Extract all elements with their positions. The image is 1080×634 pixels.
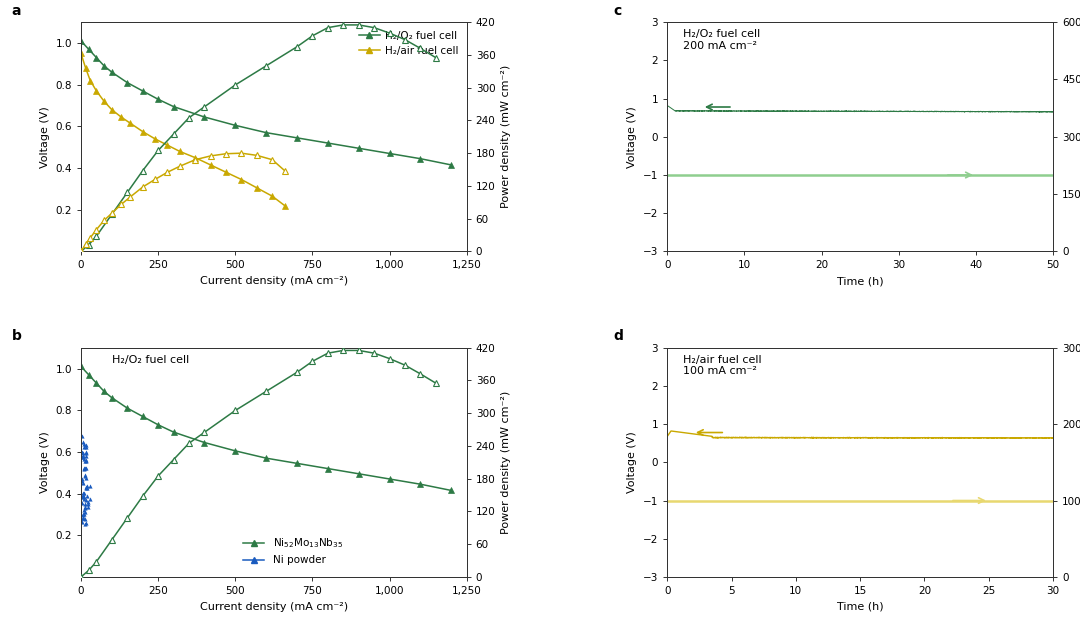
Point <box>78 491 95 501</box>
Text: a: a <box>12 4 22 18</box>
Point <box>75 513 92 523</box>
Point <box>77 517 94 527</box>
Point <box>76 502 93 512</box>
Legend: Ni$_{52}$Mo$_{13}$Nb$_{35}$, Ni powder: Ni$_{52}$Mo$_{13}$Nb$_{35}$, Ni powder <box>240 532 347 569</box>
Text: H₂/O₂ fuel cell
200 mA cm⁻²: H₂/O₂ fuel cell 200 mA cm⁻² <box>683 29 760 51</box>
Y-axis label: Voltage (V): Voltage (V) <box>40 432 50 493</box>
Point <box>75 451 92 461</box>
Point <box>73 517 91 527</box>
Point <box>76 439 93 449</box>
Point <box>76 503 93 513</box>
Point <box>78 448 95 458</box>
Point <box>78 481 95 491</box>
Point <box>78 451 95 461</box>
Point <box>76 509 93 519</box>
Point <box>73 474 91 484</box>
Point <box>77 440 94 450</box>
Point <box>75 509 92 519</box>
Point <box>75 490 92 500</box>
Point <box>75 452 92 462</box>
Y-axis label: Voltage (V): Voltage (V) <box>627 106 637 167</box>
Point <box>78 473 95 483</box>
Point <box>73 492 91 502</box>
Y-axis label: Power density (mW cm⁻²): Power density (mW cm⁻²) <box>501 65 511 209</box>
Point <box>73 431 91 441</box>
Point <box>78 442 95 452</box>
Point <box>78 448 95 458</box>
Y-axis label: Voltage (V): Voltage (V) <box>627 432 637 493</box>
Point <box>76 505 93 515</box>
Point <box>75 477 92 488</box>
Point <box>75 488 92 498</box>
Point <box>76 464 93 474</box>
Point <box>75 488 92 498</box>
Point <box>76 494 93 504</box>
Point <box>75 510 92 521</box>
Point <box>77 499 94 509</box>
Point <box>73 451 91 462</box>
Point <box>79 502 96 512</box>
Text: b: b <box>12 329 22 343</box>
Point <box>77 471 94 481</box>
Point <box>81 494 98 504</box>
Point <box>77 463 94 473</box>
Point <box>79 483 96 493</box>
Point <box>76 469 93 479</box>
Point <box>81 481 98 491</box>
Point <box>75 513 92 523</box>
Point <box>78 495 95 505</box>
Point <box>73 447 91 457</box>
Point <box>79 499 96 509</box>
Point <box>78 483 95 493</box>
Point <box>75 455 92 465</box>
Point <box>75 491 92 501</box>
Text: d: d <box>613 329 623 343</box>
Point <box>79 496 96 507</box>
Y-axis label: Voltage (V): Voltage (V) <box>40 106 50 167</box>
Text: H₂/O₂ fuel cell: H₂/O₂ fuel cell <box>112 354 189 365</box>
Point <box>76 443 93 453</box>
Point <box>75 436 92 446</box>
X-axis label: Current density (mA cm⁻²): Current density (mA cm⁻²) <box>200 602 348 612</box>
Point <box>76 507 93 517</box>
Legend: H₂/O₂ fuel cell, H₂/air fuel cell: H₂/O₂ fuel cell, H₂/air fuel cell <box>355 27 461 59</box>
Point <box>73 476 91 486</box>
Point <box>76 514 93 524</box>
Point <box>78 456 95 467</box>
Point <box>76 456 93 466</box>
Point <box>75 448 92 458</box>
Point <box>76 463 93 473</box>
X-axis label: Time (h): Time (h) <box>837 602 883 612</box>
Point <box>73 498 91 508</box>
Point <box>75 513 92 523</box>
Point <box>78 481 95 491</box>
Text: c: c <box>613 4 621 18</box>
Y-axis label: Power density (mW cm⁻²): Power density (mW cm⁻²) <box>501 391 511 534</box>
X-axis label: Time (h): Time (h) <box>837 276 883 286</box>
X-axis label: Current density (mA cm⁻²): Current density (mA cm⁻²) <box>200 276 348 286</box>
Point <box>77 463 94 473</box>
Text: H₂/air fuel cell
100 mA cm⁻²: H₂/air fuel cell 100 mA cm⁻² <box>683 354 761 376</box>
Point <box>76 491 93 501</box>
Point <box>77 455 94 465</box>
Point <box>75 451 92 461</box>
Point <box>77 519 94 529</box>
